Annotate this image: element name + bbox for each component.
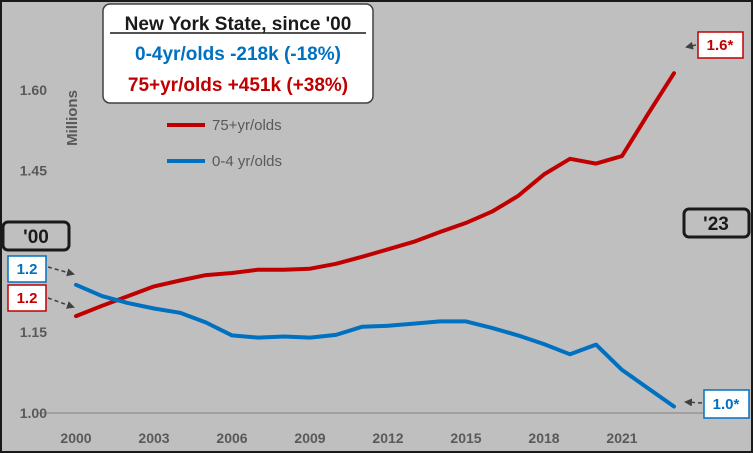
y-ticks: 1.00 1.15 1.45 1.60 [20, 82, 47, 421]
end-year-marker-box [682, 207, 751, 239]
start-year-marker-label: '00 [23, 227, 49, 248]
series-lines [74, 71, 676, 409]
title-box: New York State, since '00 0-4yr/olds -21… [102, 3, 374, 104]
y-tick-label: 1.15 [20, 324, 47, 340]
legend: 75+yr/olds 0-4 yr/olds [167, 117, 282, 170]
x-tick-label: 2018 [528, 430, 559, 446]
callout-red-end-box [697, 31, 744, 59]
x-tick-label: 2000 [60, 430, 91, 446]
callout-blue-end-arrow [684, 398, 703, 407]
x-tick-label: 2009 [294, 430, 325, 446]
callout-blue-end-label: 1.0* [713, 396, 740, 413]
callout-blue-start-arrow [47, 266, 75, 277]
y-axis-label: Millions [64, 90, 81, 146]
x-tick-label: 2012 [372, 430, 403, 446]
legend-label-75plus: 75+yr/olds [212, 117, 282, 134]
callout-red-start-arrow [47, 297, 75, 309]
callout-blue-start-label: 1.2 [17, 261, 38, 278]
x-tick-label: 2003 [138, 430, 169, 446]
y-tick-label: 1.60 [20, 82, 47, 98]
x-ticks: 2000 2003 2006 2009 2012 2015 2018 2021 [60, 430, 637, 446]
callout-blue-start-box [7, 255, 47, 283]
x-tick-label: 2015 [450, 430, 481, 446]
title-line-3: 75+yr/olds +451k (+38%) [128, 75, 348, 96]
callout-red-start-label: 1.2 [17, 290, 38, 307]
title-line-1: New York State, since '00 [125, 14, 352, 35]
start-year-marker: '00 [1, 220, 71, 252]
y-tick-label: 1.00 [20, 405, 47, 421]
title-line-2: 0-4yr/olds -218k (-18%) [135, 44, 341, 65]
end-year-marker-label: '23 [703, 214, 729, 235]
callout-red-start-box [7, 284, 47, 312]
title-box-bg [102, 3, 374, 104]
callout-red-start: 1.2 [7, 284, 75, 312]
x-tick-label: 2006 [216, 430, 247, 446]
callout-red-end-label: 1.6* [707, 37, 734, 54]
end-year-marker: '23 [682, 207, 751, 239]
legend-label-0to4: 0-4 yr/olds [212, 153, 282, 170]
series-line-75plus [74, 71, 676, 319]
callout-blue-start: 1.2 [7, 255, 75, 283]
callout-blue-end-box [703, 389, 750, 419]
callout-red-end-arrow [685, 41, 697, 50]
callout-red-end: 1.6* [685, 31, 744, 59]
series-line-0to4 [74, 282, 676, 409]
y-tick-label: 1.45 [20, 163, 47, 179]
x-tick-label: 2021 [606, 430, 637, 446]
start-year-marker-box [1, 220, 71, 252]
callout-blue-end: 1.0* [684, 389, 750, 419]
